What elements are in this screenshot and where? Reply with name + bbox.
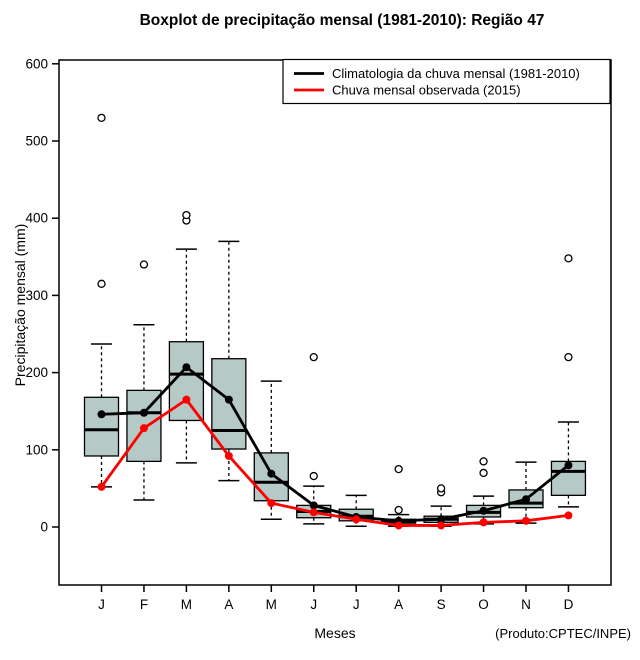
observed-point	[224, 451, 233, 460]
y-tick-label: 600	[25, 56, 48, 71]
outlier-point	[564, 353, 573, 362]
month-tick-label: D	[564, 597, 574, 612]
month-tick-label: S	[437, 597, 446, 612]
month-tick-label: O	[478, 597, 489, 612]
month-tick-label: A	[224, 597, 233, 612]
month-tick-label: A	[394, 597, 403, 612]
outlier-point	[309, 353, 318, 362]
legend-label: Climatologia da chuva mensal (1981-2010)	[332, 66, 580, 81]
climatology-line	[101, 365, 570, 523]
climatology-point	[267, 469, 276, 478]
observed-point	[267, 499, 276, 508]
observed-point	[437, 521, 446, 530]
climatology-point	[309, 501, 318, 510]
month-tick-label: N	[521, 597, 531, 612]
outlier-point	[436, 484, 446, 493]
chart-title: Boxplot de precipitação mensal (1981-201…	[139, 12, 545, 29]
y-tick-label: 400	[25, 211, 48, 226]
outlier-point	[394, 505, 403, 515]
outlier-point	[309, 471, 318, 481]
observed-line	[100, 398, 569, 527]
climatology-point	[182, 363, 191, 372]
outlier-point	[139, 260, 149, 269]
observed-point	[139, 424, 148, 433]
credit-label: (Produto:CPTEC/INPE)	[495, 626, 631, 641]
climatology-point	[97, 410, 106, 419]
outlier-point	[564, 254, 573, 263]
y-tick-label: 500	[25, 134, 48, 149]
outlier-point	[479, 468, 488, 478]
observed-point	[564, 511, 573, 520]
boxplot-box	[211, 358, 247, 450]
y-tick-label: 300	[25, 288, 48, 303]
climatology-point	[437, 515, 446, 524]
outlier-point	[97, 113, 106, 122]
month-tick-label: J	[98, 597, 105, 612]
climatology-point	[479, 506, 488, 515]
climatology-point	[224, 395, 233, 404]
observed-point	[522, 516, 530, 525]
month-tick-label: M	[266, 597, 277, 612]
y-tick-label: 200	[25, 365, 48, 380]
x-axis-title: Meses	[314, 625, 356, 641]
outlier-point	[97, 279, 106, 288]
observed-point	[97, 482, 106, 491]
legend-label: Chuva mensal observada (2015)	[332, 83, 521, 98]
observed-point	[394, 521, 403, 530]
y-tick-label: 0	[40, 520, 48, 535]
climatology-point	[522, 495, 530, 504]
y-tick-label: 100	[25, 442, 48, 457]
observed-point	[182, 395, 191, 404]
outlier-point	[182, 210, 191, 220]
outlier-point	[479, 457, 488, 466]
climatology-point	[564, 461, 573, 470]
climatology-point	[139, 408, 148, 417]
observed-point	[309, 508, 318, 517]
month-tick-label: J	[310, 597, 317, 612]
month-tick-label: F	[140, 597, 148, 612]
boxplot-box	[83, 396, 120, 457]
legend-box	[282, 58, 611, 105]
observed-point	[352, 515, 361, 524]
observed-point	[479, 518, 488, 527]
month-tick-label: J	[353, 597, 360, 612]
month-tick-label: M	[181, 597, 192, 612]
outlier-point	[394, 464, 403, 474]
